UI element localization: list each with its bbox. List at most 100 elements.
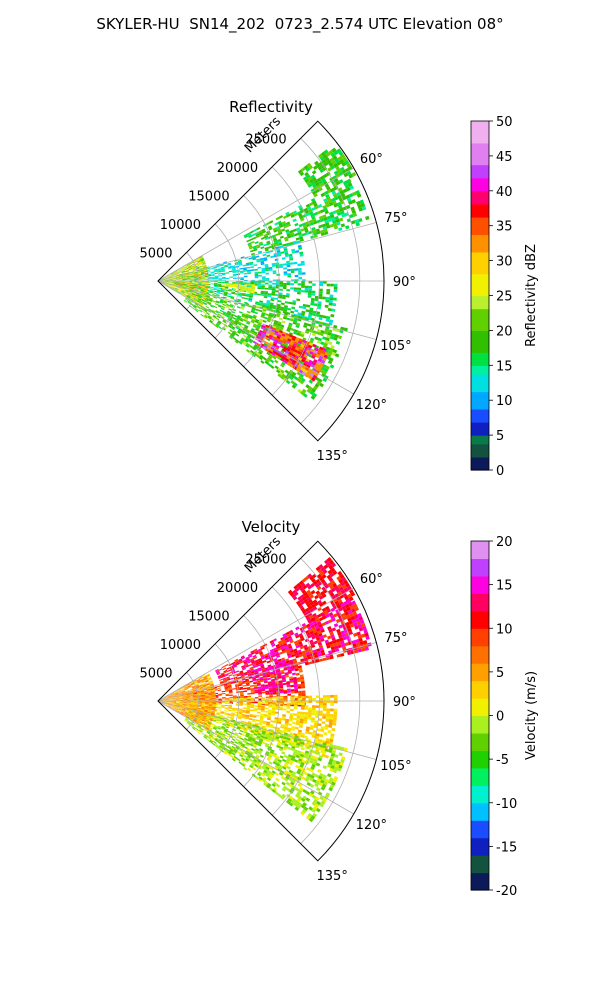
colorbar-segment bbox=[471, 155, 489, 161]
azimuth-tick-label: 60° bbox=[360, 572, 383, 587]
colorbar-segment bbox=[471, 134, 489, 140]
colorbar-segment bbox=[471, 811, 489, 817]
figure-title: SKYLER-HU SN14_202 0723_2.574 UTC Elevat… bbox=[96, 15, 504, 33]
azimuth-tick-label: 105° bbox=[380, 759, 411, 774]
colorbar-segment bbox=[471, 732, 489, 738]
echo-region bbox=[183, 708, 348, 823]
colorbar-segment bbox=[471, 426, 489, 432]
colorbar-segment bbox=[471, 863, 489, 869]
colorbar-segment bbox=[471, 815, 489, 821]
azimuth-tick-label: 90° bbox=[393, 275, 416, 290]
colorbar-segment bbox=[471, 443, 489, 449]
colorbar-segment bbox=[471, 828, 489, 834]
colorbar-tick-label: 30 bbox=[496, 255, 513, 270]
colorbar-segment bbox=[471, 737, 489, 743]
colorbar-segment bbox=[471, 273, 489, 279]
echo-region bbox=[173, 281, 338, 326]
colorbar-segment bbox=[471, 352, 489, 358]
colorbar-tick-label: 20 bbox=[496, 535, 513, 550]
range-tick-label: 5000 bbox=[139, 246, 172, 261]
colorbar-segment bbox=[471, 636, 489, 642]
colorbar-segment bbox=[471, 567, 489, 573]
colorbar-segment bbox=[471, 593, 489, 599]
colorbar-segment bbox=[471, 260, 489, 266]
panel-title: Reflectivity bbox=[229, 98, 313, 116]
echo-region bbox=[287, 557, 356, 623]
colorbar-tick-label: -20 bbox=[496, 884, 517, 899]
colorbar-segment bbox=[471, 759, 489, 765]
colorbar-segment bbox=[471, 177, 489, 183]
colorbar-segment bbox=[471, 824, 489, 830]
colorbar-segment bbox=[471, 606, 489, 612]
colorbar-segment bbox=[471, 767, 489, 773]
colorbar-segment bbox=[471, 645, 489, 651]
azimuth-spoke bbox=[157, 642, 377, 702]
colorbar-segment bbox=[471, 199, 489, 205]
colorbar-segment bbox=[471, 251, 489, 257]
colorbar-segment bbox=[471, 575, 489, 581]
range-tick-label: 25000 bbox=[245, 132, 286, 147]
colorbar-segment bbox=[471, 837, 489, 843]
colorbar-tick-label: 5 bbox=[496, 666, 504, 681]
colorbar-segment bbox=[471, 602, 489, 608]
azimuth-tick-label: 135° bbox=[317, 869, 348, 884]
colorbar-segment bbox=[471, 391, 489, 397]
colorbar-segment bbox=[471, 400, 489, 406]
colorbar-segment bbox=[471, 654, 489, 660]
colorbar-segment bbox=[471, 676, 489, 682]
colorbar-tick-label: 0 bbox=[496, 710, 504, 725]
polar-panel-reflectivity: Reflectivity500010000150002000025000Mete… bbox=[139, 98, 539, 479]
azimuth-tick-label: 75° bbox=[384, 211, 407, 226]
colorbar-segment bbox=[471, 138, 489, 144]
colorbar-segment bbox=[471, 859, 489, 865]
colorbar-segment bbox=[471, 456, 489, 462]
range-tick-label: 20000 bbox=[217, 161, 258, 176]
colorbar-segment bbox=[471, 671, 489, 677]
colorbar-segment bbox=[471, 750, 489, 756]
colorbar-segment bbox=[471, 295, 489, 301]
colorbar-segment bbox=[471, 230, 489, 236]
colorbar-segment bbox=[471, 680, 489, 686]
colorbar-segment bbox=[471, 347, 489, 353]
colorbar-segment bbox=[471, 746, 489, 751]
colorbar-segment bbox=[471, 182, 489, 188]
colorbar-segment bbox=[471, 339, 489, 345]
range-tick-label: 20000 bbox=[217, 581, 258, 596]
colorbar-segment bbox=[471, 374, 489, 379]
colorbar-tick-label: 0 bbox=[496, 464, 504, 479]
colorbar-segment bbox=[471, 706, 489, 712]
colorbar-segment bbox=[471, 160, 489, 166]
colorbar-segment bbox=[471, 304, 489, 310]
echo-region bbox=[215, 599, 372, 686]
colorbar-segment bbox=[471, 667, 489, 673]
colorbar-segment bbox=[471, 121, 489, 126]
colorbar-segment bbox=[471, 623, 489, 629]
colorbar-tick-label: 35 bbox=[496, 220, 513, 235]
colorbar-segment bbox=[471, 789, 489, 795]
colorbar-segment bbox=[471, 286, 489, 292]
colorbar-segment bbox=[471, 190, 489, 196]
colorbar-segment bbox=[471, 299, 489, 305]
colorbar-segment bbox=[471, 173, 489, 179]
colorbar-segment bbox=[471, 711, 489, 717]
colorbar-segment bbox=[471, 728, 489, 734]
colorbar-segment bbox=[471, 785, 489, 791]
colorbar-segment bbox=[471, 212, 489, 218]
colorbar-segment bbox=[471, 658, 489, 664]
colorbar-segment bbox=[471, 663, 489, 669]
colorbar-tick-label: 10 bbox=[496, 622, 513, 637]
echo-region bbox=[158, 673, 217, 731]
colorbar-segment bbox=[471, 343, 489, 349]
colorbar-segment bbox=[471, 369, 489, 375]
colorbar-segment bbox=[471, 632, 489, 638]
azimuth-spoke bbox=[157, 222, 377, 282]
colorbar-segment bbox=[471, 238, 489, 244]
azimuth-tick-label: 105° bbox=[380, 339, 411, 354]
colorbar-segment bbox=[471, 558, 489, 564]
colorbar-label: Reflectivity dBZ bbox=[524, 244, 539, 347]
colorbar-segment bbox=[471, 356, 489, 362]
colorbar-segment bbox=[471, 147, 489, 153]
colorbar-segment bbox=[471, 269, 489, 275]
colorbar-segment bbox=[471, 151, 489, 157]
